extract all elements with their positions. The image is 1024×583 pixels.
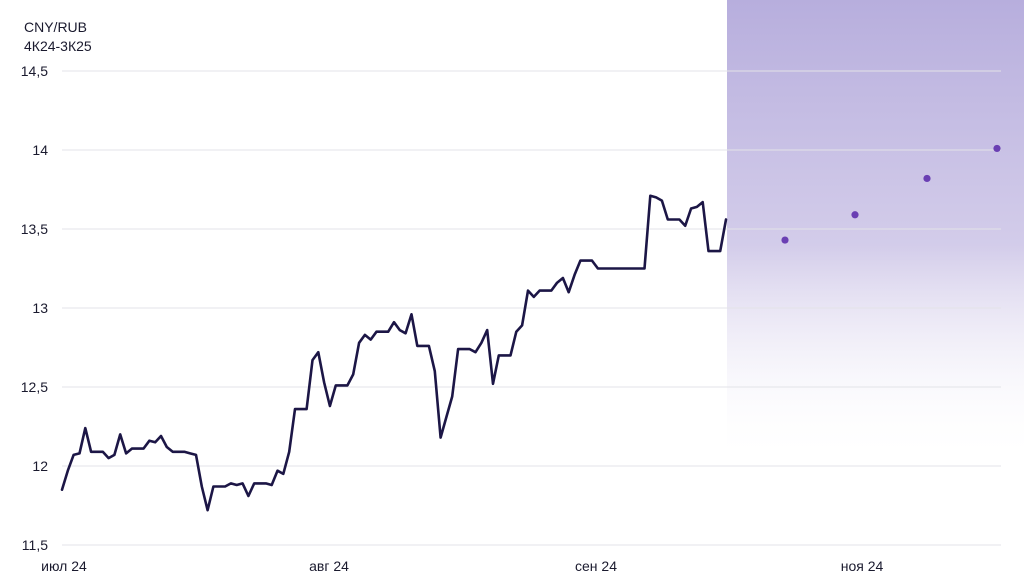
grid bbox=[62, 70, 1001, 546]
y-tick-label: 11,5 bbox=[22, 537, 48, 553]
y-tick-label: 12,5 bbox=[21, 379, 48, 395]
x-axis: июл 24 авг 24 сен 24 ноя 24 bbox=[41, 558, 883, 574]
y-tick-label: 13,5 bbox=[21, 221, 48, 237]
line-actual bbox=[60, 194, 728, 512]
y-tick-label: 12 bbox=[32, 458, 48, 474]
chart-title: CNY/RUB bbox=[24, 19, 88, 35]
forecast-region bbox=[727, 0, 1024, 545]
y-tick-label: 14 bbox=[32, 142, 48, 158]
x-tick-label: сен 24 bbox=[575, 558, 617, 574]
y-axis: 14,5 14 13,5 13 12,5 12 11,5 bbox=[21, 63, 48, 553]
series-forecast bbox=[781, 144, 1001, 244]
forecast-point bbox=[851, 211, 859, 219]
forecast-point bbox=[993, 144, 1001, 153]
forecast-point bbox=[781, 236, 789, 244]
y-tick-label: 14,5 bbox=[21, 63, 48, 79]
series-actual bbox=[60, 194, 728, 512]
y-tick-label: 13 bbox=[32, 300, 48, 316]
x-tick-label: ноя 24 bbox=[841, 558, 884, 574]
x-tick-label: июл 24 bbox=[41, 558, 87, 574]
x-tick-label: авг 24 bbox=[309, 558, 349, 574]
forecast-point bbox=[923, 174, 931, 183]
chart-subtitle: 4К24-3К25 bbox=[24, 38, 92, 54]
